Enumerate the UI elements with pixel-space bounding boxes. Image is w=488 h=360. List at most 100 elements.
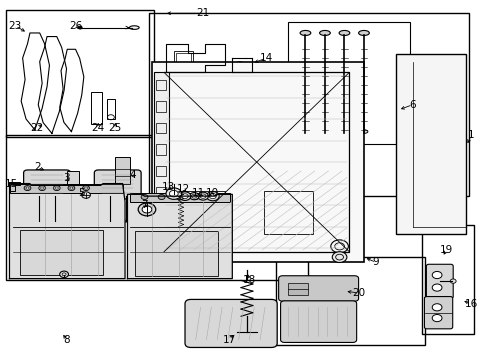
Text: 10: 10: [206, 188, 219, 198]
Circle shape: [38, 220, 41, 222]
Circle shape: [331, 252, 346, 262]
Circle shape: [41, 187, 43, 189]
Bar: [10, 184, 122, 193]
Text: 9: 9: [372, 257, 379, 267]
Text: 21: 21: [196, 8, 209, 18]
Circle shape: [449, 279, 455, 283]
Text: 17: 17: [223, 334, 236, 345]
Text: 18: 18: [242, 275, 256, 285]
Circle shape: [82, 185, 89, 190]
Ellipse shape: [129, 26, 139, 30]
Bar: [149, 13, 468, 196]
Circle shape: [431, 304, 441, 311]
Text: 26: 26: [69, 21, 83, 31]
Bar: [115, 157, 130, 184]
Circle shape: [26, 187, 29, 189]
Circle shape: [431, 315, 441, 321]
Circle shape: [124, 220, 127, 222]
Circle shape: [70, 187, 73, 189]
Bar: [156, 230, 166, 241]
Bar: [176, 191, 224, 234]
Bar: [422, 225, 473, 334]
Circle shape: [55, 187, 58, 189]
Circle shape: [209, 194, 216, 199]
Circle shape: [108, 220, 111, 222]
FancyBboxPatch shape: [184, 300, 277, 347]
Bar: [173, 51, 193, 69]
Ellipse shape: [319, 31, 330, 36]
Circle shape: [169, 190, 178, 197]
Bar: [264, 191, 312, 234]
Circle shape: [68, 185, 75, 190]
Bar: [154, 72, 168, 252]
Text: 3: 3: [63, 173, 70, 183]
Text: 1: 1: [467, 130, 473, 140]
Bar: [152, 62, 363, 262]
Text: 12: 12: [177, 184, 190, 194]
Bar: [5, 135, 307, 280]
Circle shape: [189, 193, 199, 200]
Text: 23: 23: [9, 21, 22, 31]
Bar: [156, 80, 166, 90]
Circle shape: [192, 194, 199, 199]
Bar: [156, 144, 166, 155]
Circle shape: [209, 194, 216, 199]
Circle shape: [142, 206, 152, 213]
Circle shape: [165, 188, 181, 199]
Text: 6: 6: [408, 100, 415, 110]
Bar: [135, 231, 217, 276]
Ellipse shape: [338, 31, 349, 36]
Circle shape: [182, 194, 188, 198]
Circle shape: [81, 192, 90, 198]
FancyBboxPatch shape: [23, 170, 70, 199]
Bar: [20, 230, 103, 275]
Bar: [156, 187, 166, 198]
Circle shape: [141, 194, 148, 199]
Circle shape: [53, 185, 60, 190]
Ellipse shape: [301, 130, 309, 134]
Bar: [66, 171, 79, 184]
Bar: [176, 53, 190, 67]
Circle shape: [78, 26, 82, 29]
Circle shape: [431, 271, 441, 279]
Text: 24: 24: [91, 123, 104, 133]
Circle shape: [158, 194, 164, 199]
Ellipse shape: [321, 130, 328, 134]
Text: 22: 22: [31, 123, 44, 133]
Bar: [395, 54, 466, 234]
Text: 2: 2: [34, 162, 41, 172]
Ellipse shape: [359, 130, 367, 134]
Bar: [5, 10, 154, 137]
FancyBboxPatch shape: [426, 264, 452, 298]
Polygon shape: [127, 194, 232, 279]
Bar: [288, 283, 307, 295]
Circle shape: [200, 194, 205, 198]
FancyBboxPatch shape: [94, 170, 141, 199]
Text: 7: 7: [141, 200, 147, 210]
Circle shape: [206, 192, 219, 201]
Circle shape: [175, 194, 182, 199]
Circle shape: [84, 187, 87, 189]
Text: 13: 13: [162, 182, 175, 192]
FancyBboxPatch shape: [424, 297, 452, 329]
Bar: [288, 22, 409, 144]
Text: 11: 11: [191, 188, 204, 198]
Text: 25: 25: [108, 123, 122, 133]
Text: 4: 4: [129, 170, 135, 180]
Circle shape: [60, 271, 68, 278]
Circle shape: [197, 192, 208, 200]
Circle shape: [39, 185, 45, 190]
Text: 15: 15: [5, 179, 18, 189]
Polygon shape: [9, 182, 20, 191]
Bar: [163, 72, 348, 252]
Text: 8: 8: [63, 334, 70, 345]
Ellipse shape: [300, 31, 310, 36]
Bar: [156, 166, 166, 176]
Polygon shape: [9, 184, 125, 279]
Text: 5: 5: [78, 188, 84, 198]
Text: 20: 20: [352, 288, 365, 298]
Circle shape: [191, 194, 197, 198]
FancyBboxPatch shape: [278, 276, 358, 301]
Text: 19: 19: [439, 245, 452, 255]
Circle shape: [24, 185, 31, 190]
